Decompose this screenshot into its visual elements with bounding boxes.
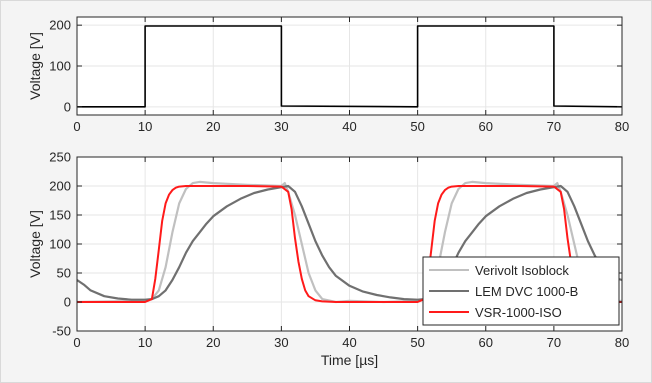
y-tick-label: 0 xyxy=(64,99,71,114)
y-axis-label: Voltage [V] xyxy=(27,32,43,100)
y-tick-label: 50 xyxy=(57,266,71,281)
x-tick-label: 30 xyxy=(274,119,288,134)
series-group xyxy=(77,25,623,108)
legend-box xyxy=(422,256,620,326)
legend-label: VSR-1000-ISO xyxy=(475,305,562,320)
x-axis-label: Time [µs] xyxy=(321,352,378,368)
legend-entry: VSR-1000-ISO xyxy=(429,305,562,320)
x-tick-label: 50 xyxy=(410,119,424,134)
y-tick-label: 100 xyxy=(49,59,71,74)
x-tick-label: 80 xyxy=(615,119,629,134)
x-tick-label: 50 xyxy=(410,335,424,350)
y-tick-label: 200 xyxy=(49,18,71,33)
y-axis-label: Voltage [V] xyxy=(27,210,43,278)
x-tick-label: 10 xyxy=(138,119,152,134)
y-tick-label: -50 xyxy=(52,324,71,339)
y-tick-label: 100 xyxy=(49,237,71,252)
x-tick-label: 60 xyxy=(479,335,493,350)
y-tick-label: 150 xyxy=(49,208,71,223)
series-line xyxy=(76,184,623,301)
y-tick-label: 200 xyxy=(49,179,71,194)
x-tick-label: 0 xyxy=(73,335,80,350)
x-tick-label: 70 xyxy=(547,119,561,134)
series-line xyxy=(77,185,622,303)
x-tick-label: 0 xyxy=(73,119,80,134)
legend-entry: LEM DVC 1000-B xyxy=(429,284,578,299)
legend-label: Verivolt Isoblock xyxy=(475,263,569,278)
y-tick-label: 0 xyxy=(64,295,71,310)
series-line xyxy=(77,25,623,108)
x-tick-label: 30 xyxy=(274,335,288,350)
x-tick-label: 10 xyxy=(138,335,152,350)
x-tick-label: 80 xyxy=(615,335,629,350)
x-tick-label: 40 xyxy=(342,119,356,134)
legend-entry: Verivolt Isoblock xyxy=(429,263,569,278)
x-tick-label: 70 xyxy=(547,335,561,350)
x-tick-label: 60 xyxy=(479,119,493,134)
y-tick-label: 250 xyxy=(49,150,71,165)
x-tick-label: 40 xyxy=(342,335,356,350)
legend: Verivolt Isoblock LEM DVC 1000-B VSR-100… xyxy=(422,256,620,326)
chart-panel-top: 0 10 20 30 40 50 60 70 80 0 100 200 Voltage [V] xyxy=(27,16,629,134)
series-group xyxy=(76,180,623,304)
tick-group: 0 10 20 30 40 50 60 70 80 0 100 200 xyxy=(49,17,629,134)
legend-label: LEM DVC 1000-B xyxy=(475,284,578,299)
x-tick-label: 20 xyxy=(206,335,220,350)
x-tick-label: 20 xyxy=(206,119,220,134)
